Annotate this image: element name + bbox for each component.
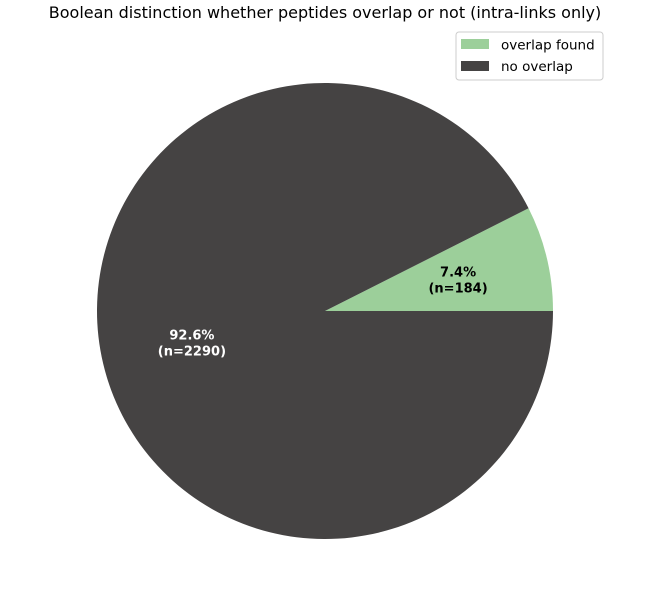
legend-swatch-overlap-found: [461, 39, 489, 49]
legend-swatch-no-overlap: [461, 61, 489, 71]
slice-label-overlap-found: 7.4% (n=184): [428, 265, 487, 296]
slice-count-no-overlap: (n=2290): [158, 345, 226, 360]
pie-slice-no-overlap: [96, 83, 553, 539]
legend-label-no-overlap: no overlap: [501, 59, 573, 75]
pie-slices: [96, 83, 553, 539]
pie-slice-labels: 7.4% (n=184) 92.6% (n=2290): [158, 265, 488, 359]
chart-title: Boolean distinction whether peptides ove…: [49, 3, 601, 22]
pie-slice-overlap-found: [325, 208, 553, 311]
legend: overlap found no overlap: [455, 31, 604, 81]
slice-percent-overlap-found: 7.4%: [440, 265, 476, 280]
slice-count-overlap-found: (n=184): [428, 281, 487, 296]
slice-percent-no-overlap: 92.6%: [169, 329, 214, 344]
slice-label-no-overlap: 92.6% (n=2290): [158, 329, 226, 360]
legend-label-overlap-found: overlap found: [501, 38, 595, 54]
legend-frame: [455, 31, 604, 81]
